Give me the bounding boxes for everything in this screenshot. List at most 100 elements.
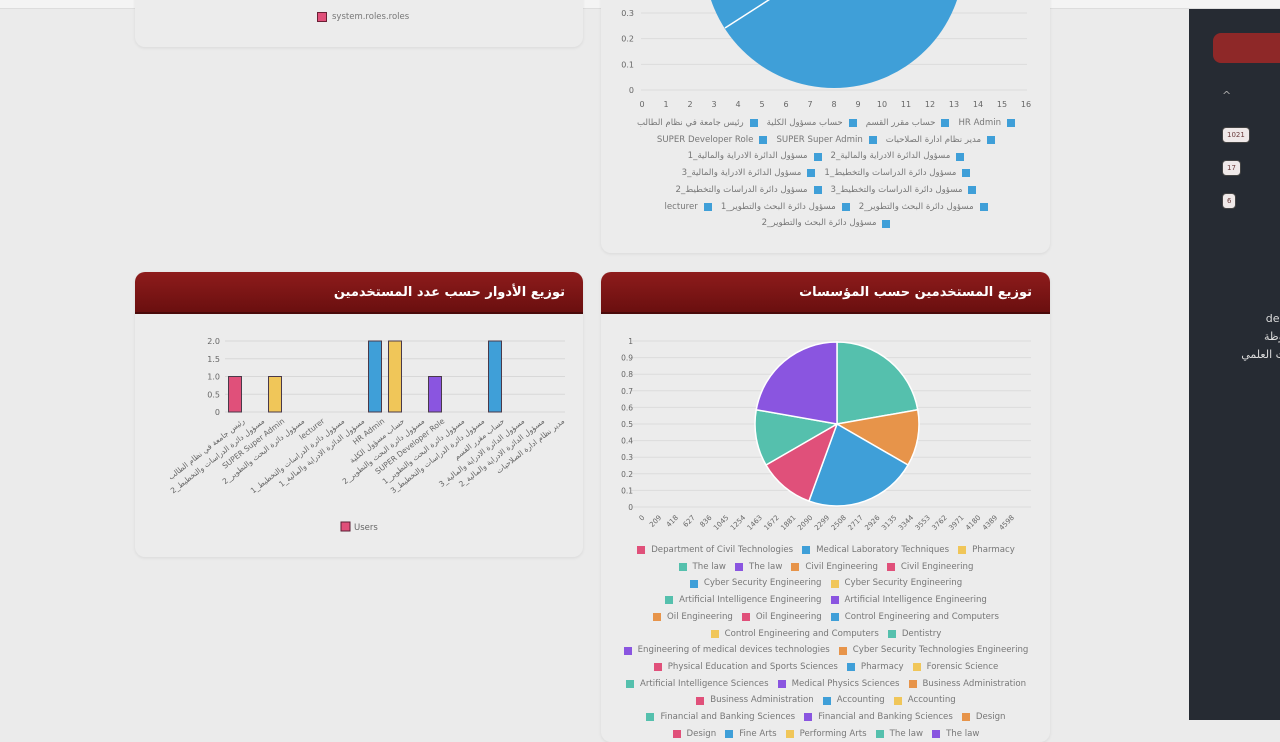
legend-item[interactable]: Design xyxy=(672,726,716,742)
x-tick-label: 6 xyxy=(783,100,788,109)
legend-swatch xyxy=(653,613,662,622)
y-tick-label: 0.1 xyxy=(621,486,633,495)
legend-item[interactable]: Business Administration xyxy=(908,676,1026,693)
legend-swatch xyxy=(807,169,816,178)
institutions-pie-chart: 10.90.80.70.60.50.40.30.20.100 209 418 627 8… xyxy=(621,337,1031,532)
legend-item[interactable]: The law xyxy=(678,559,726,576)
legend-item[interactable]: HR Admin xyxy=(958,115,1016,132)
legend-item[interactable]: Department of Civil Technologies xyxy=(637,542,793,559)
legend-item[interactable]: Design xyxy=(961,709,1006,726)
legend-label: حساب مسؤول الكلية xyxy=(766,118,843,128)
pie-slice xyxy=(710,0,958,88)
legend-item[interactable]: مدير نظام ادارة الصلاحيات xyxy=(886,132,996,149)
legend-item[interactable]: رئيس جامعة في نظام الطالب xyxy=(637,115,758,132)
legend-item[interactable]: حساب مسؤول الكلية xyxy=(767,115,857,132)
legend-swatch xyxy=(785,730,794,739)
legend-item[interactable]: مسؤول دائرة الدراسات والتخطيط_3 xyxy=(831,182,977,199)
roles-pie-card-top: 0.3 0.2 0.1 0 0 1 2 3 4 5 6 7 8 9 10 11 12 13 14 15 16 HR Ad… xyxy=(601,0,1050,253)
legend-item[interactable]: Artificial Intelligence Sciences xyxy=(625,676,769,693)
legend-label: Civil Engineering xyxy=(805,561,878,572)
legend-item[interactable]: Control Engineering and Computers xyxy=(830,609,999,626)
legend-item[interactable]: Financial and Banking Sciences xyxy=(804,709,953,726)
legend-item[interactable]: Oil Engineering xyxy=(653,609,733,626)
y-tick-label: 0.8 xyxy=(621,370,633,379)
legend-item[interactable]: Pharmacy xyxy=(958,542,1015,559)
legend-item[interactable]: Artificial Intelligence Engineering xyxy=(665,592,822,609)
legend-item[interactable]: The law xyxy=(932,726,979,742)
x-tick-label: 2508 xyxy=(830,514,848,532)
x-tick-label: 1881 xyxy=(779,514,797,532)
legend-item[interactable]: Forensic Science xyxy=(912,659,998,676)
legend-swatch xyxy=(678,563,687,572)
legend-swatch xyxy=(625,679,634,688)
legend-item[interactable]: Oil Engineering xyxy=(741,609,822,626)
legend-item[interactable]: مسؤول الدائرة الادراية والمالية_1 xyxy=(688,148,822,165)
x-tick-label: 2 xyxy=(687,100,692,109)
legend-item[interactable]: Cyber Security Engineering xyxy=(689,575,822,592)
x-tick-label: 418 xyxy=(665,514,680,529)
legend-item[interactable]: Artificial Intelligence Engineering xyxy=(830,592,987,609)
legend-label: Performing Arts xyxy=(799,728,867,739)
legend-item[interactable]: مسؤول الدائرة الادراية والمالية_3 xyxy=(682,165,816,182)
x-tick-label: 4389 xyxy=(981,514,999,532)
legend-label: مسؤول الدائرة الادراية والمالية_1 xyxy=(687,151,808,162)
x-tick-label: 4180 xyxy=(964,514,982,532)
y-tick-label: 1 xyxy=(628,337,633,346)
legend-item[interactable]: Civil Engineering xyxy=(791,559,878,576)
legend-label: Engineering of medical devices technolog… xyxy=(637,645,830,656)
legend-swatch xyxy=(830,596,839,605)
legend-swatch xyxy=(813,152,822,161)
y-tick-label: 0.2 xyxy=(621,470,633,479)
legend-item[interactable]: مسؤول دائرة البحث والتطوير_1 xyxy=(721,199,850,216)
legend-item[interactable]: Control Engineering and Computers xyxy=(710,626,879,643)
legend-item[interactable]: Medical Laboratory Techniques xyxy=(802,542,949,559)
legend-item[interactable]: Medical Physics Sciences xyxy=(777,676,900,693)
legend-item[interactable]: The law xyxy=(734,559,782,576)
legend-item[interactable]: Cyber Security Technologies Engineering xyxy=(838,642,1028,659)
legend-item[interactable]: Engineering of medical devices technolog… xyxy=(623,642,830,659)
legend-item[interactable]: Physical Education and Sports Sciences xyxy=(653,659,838,676)
legend-item[interactable]: مسؤول دائرة الدراسات والتخطيط_2 xyxy=(676,182,822,199)
legend-label: Cyber Security Engineering xyxy=(844,578,963,589)
legend-swatch xyxy=(875,730,884,739)
legend-label: Users xyxy=(354,523,378,533)
legend-label: حساب مقرر القسم xyxy=(865,118,936,128)
legend-item[interactable]: Pharmacy xyxy=(846,659,904,676)
chevron-up-icon[interactable]: ^ xyxy=(1222,89,1232,102)
legend-item[interactable]: مسؤول دائرة الدراسات والتخطيط_1 xyxy=(824,165,971,182)
legend-item[interactable]: Fine Arts xyxy=(725,726,777,742)
legend-item[interactable]: Dentistry xyxy=(887,626,941,643)
x-tick-label: 2717 xyxy=(847,514,865,532)
legend-item[interactable]: Civil Engineering xyxy=(886,559,973,576)
x-tick-label: 1672 xyxy=(763,514,781,532)
legend-item[interactable]: lecturer xyxy=(664,199,712,216)
legend-label: Business Administration xyxy=(710,695,814,706)
legend-item[interactable]: The law xyxy=(875,726,923,742)
y-tick-label: 0 xyxy=(628,503,633,512)
legend-item[interactable]: مسؤول الدائرة الادراية والمالية_2 xyxy=(831,148,965,165)
legend-item[interactable]: Business Administration xyxy=(696,692,814,709)
legend-item[interactable]: حساب مقرر القسم xyxy=(866,115,950,132)
legend-item[interactable]: SUPER Developer Role xyxy=(657,132,768,149)
legend-item[interactable]: Accounting xyxy=(893,692,956,709)
x-tick-label: 9 xyxy=(855,100,860,109)
card-header: توزيع المستخدمين حسب المؤسسات xyxy=(601,272,1050,314)
x-tick-label: 2299 xyxy=(813,514,831,532)
bar xyxy=(388,340,402,413)
sidebar-text: dev xyxy=(1265,312,1280,325)
legend-item[interactable]: system.roles.roles xyxy=(317,12,409,22)
legend-item[interactable]: مسؤول دائرة البحث والتطوير_2 xyxy=(859,199,988,216)
x-tick-label: 0 xyxy=(638,514,647,523)
sidebar-red-button[interactable] xyxy=(1213,33,1280,63)
legend-item[interactable]: SUPER Super Admin xyxy=(776,132,877,149)
legend-item[interactable]: Accounting xyxy=(822,692,885,709)
legend-item[interactable]: مسؤول دائرة البحث والتطوير_2 xyxy=(762,215,891,232)
legend-item[interactable]: Financial and Banking Sciences xyxy=(646,709,795,726)
legend-item[interactable]: Cyber Security Engineering xyxy=(830,575,963,592)
legend-label: مسؤول الدائرة الادراية والمالية_2 xyxy=(830,151,951,162)
legend-label: SUPER Super Admin xyxy=(776,134,863,145)
legend-item[interactable]: Performing Arts xyxy=(785,726,867,742)
sidebar-text: وظة xyxy=(1264,330,1280,343)
legend-swatch xyxy=(1007,119,1016,128)
